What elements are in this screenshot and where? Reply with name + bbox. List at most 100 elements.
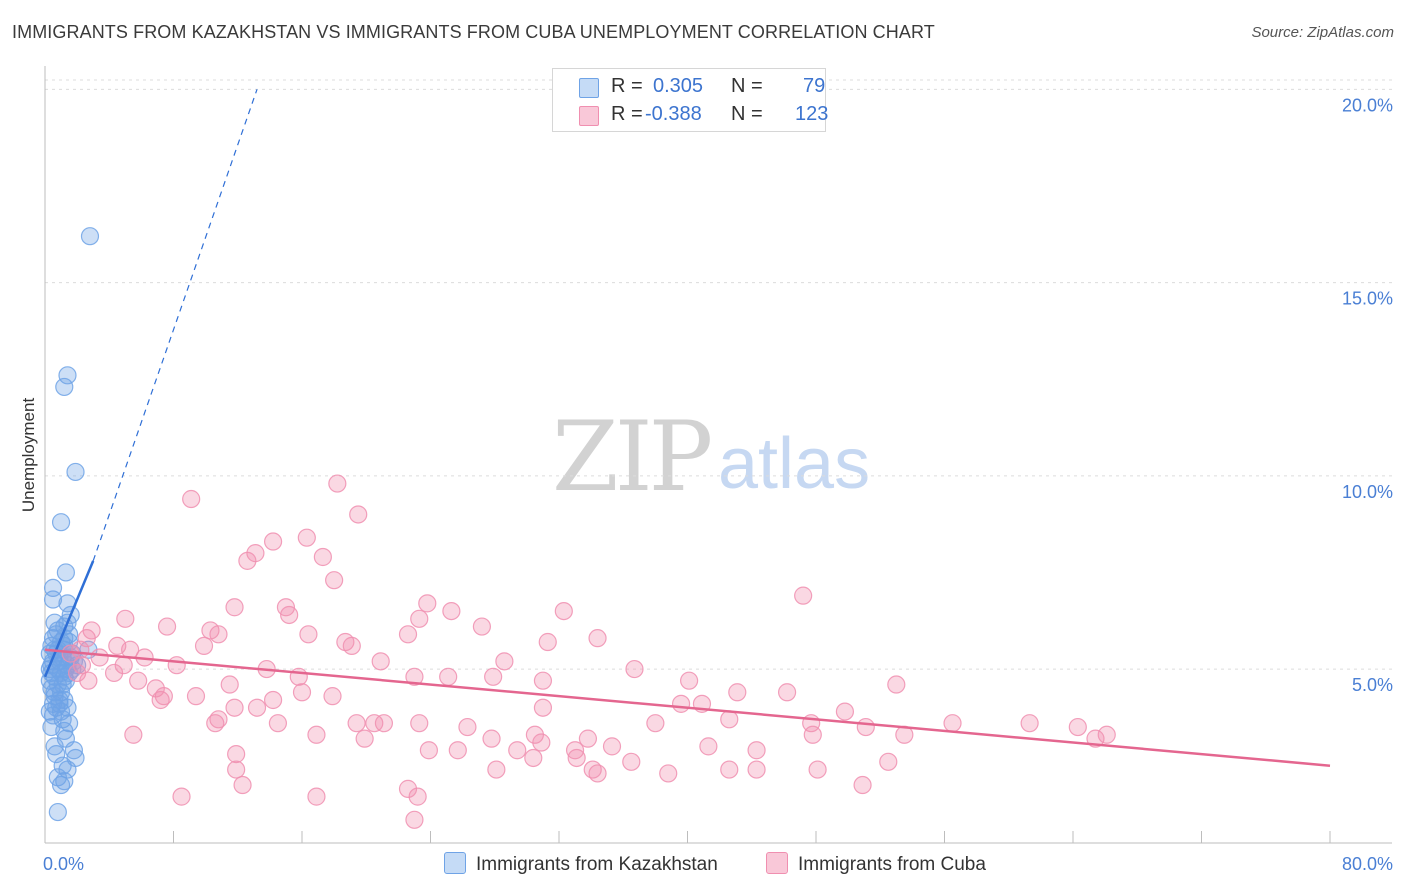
point-cuba — [671, 694, 691, 713]
point-cuba — [602, 737, 622, 756]
point-cuba — [943, 714, 962, 733]
point-cuba — [247, 698, 267, 717]
legend-n-label: N = — [731, 103, 763, 125]
point-cuba — [405, 667, 424, 686]
point-cuba — [853, 775, 872, 795]
point-cuba — [238, 551, 257, 570]
correlation-legend: R = 0.305 N = 79 R = -0.388 N = 123 — [552, 68, 828, 132]
point-cuba — [533, 698, 553, 717]
point-cuba — [365, 714, 384, 733]
point-cuba — [263, 532, 283, 551]
point-cuba — [268, 714, 288, 733]
point-kazakhstan — [47, 745, 66, 764]
legend-n-value: 79 — [803, 75, 826, 97]
point-cuba — [220, 675, 239, 694]
series-kazakhstan — [40, 227, 100, 822]
x-tick-label-max: 80.0% — [1342, 854, 1393, 874]
point-cuba — [307, 787, 326, 806]
point-cuba — [116, 609, 135, 628]
point-cuba — [225, 698, 244, 717]
y-axis-label: Unemployment — [19, 398, 38, 513]
legend-r-value: 0.305 — [653, 75, 704, 97]
point-cuba — [538, 632, 557, 652]
point-cuba — [508, 741, 527, 760]
trend-cuba — [44, 648, 1331, 767]
point-cuba — [524, 748, 543, 768]
point-cuba — [342, 636, 361, 655]
point-cuba — [495, 652, 514, 671]
point-cuba — [405, 810, 424, 829]
point-cuba — [680, 671, 699, 690]
point-cuba — [307, 725, 326, 744]
point-cuba — [856, 717, 875, 737]
point-cuba — [622, 752, 641, 771]
point-cuba — [90, 648, 109, 667]
point-cuba — [1020, 714, 1039, 733]
point-cuba — [299, 625, 318, 644]
legend-swatch-blue — [579, 78, 599, 98]
point-cuba — [79, 671, 98, 690]
bottom-legend-swatch-pink — [766, 852, 788, 874]
axis-labels: 5.0% 10.0% 15.0% 20.0% 0.0% 80.0% Unemployment — [19, 95, 1393, 874]
point-kazakhstan — [43, 590, 63, 609]
point-kazakhstan — [58, 760, 77, 779]
chart-title: IMMIGRANTS FROM KAZAKHSTAN VS IMMIGRANTS… — [12, 22, 935, 42]
point-kazakhstan — [64, 741, 84, 760]
point-cuba — [887, 675, 906, 694]
point-kazakhstan — [51, 513, 71, 532]
point-cuba — [482, 729, 501, 748]
point-cuba — [227, 760, 246, 779]
watermark-zip: ZIP — [552, 401, 711, 513]
legend-r-label: R = — [611, 103, 643, 125]
point-cuba — [374, 714, 394, 733]
point-cuba — [349, 505, 368, 524]
point-cuba — [194, 636, 214, 655]
point-kazakhstan — [51, 775, 71, 795]
point-cuba — [129, 671, 148, 690]
point-cuba — [583, 760, 602, 779]
point-cuba — [172, 787, 191, 806]
point-cuba — [567, 748, 586, 768]
legend-row-cuba: R = -0.388 N = 123 — [553, 101, 828, 129]
point-kazakhstan — [80, 227, 100, 246]
trend-kazakhstan — [43, 560, 95, 678]
point-cuba — [325, 571, 344, 590]
point-cuba — [448, 741, 467, 760]
point-cuba — [410, 714, 429, 733]
bottom-legend-cuba: Immigrants from Cuba — [766, 852, 986, 876]
point-cuba — [625, 659, 644, 679]
y-tick-label: 5.0% — [1352, 675, 1393, 695]
point-cuba — [398, 625, 418, 644]
point-cuba — [747, 760, 766, 779]
point-kazakhstan — [55, 721, 74, 741]
bottom-legend-kazakhstan: Immigrants from Kazakhstan — [444, 852, 718, 876]
point-cuba — [263, 690, 283, 710]
point-cuba — [410, 609, 429, 628]
point-cuba — [458, 717, 477, 737]
point-cuba — [1086, 729, 1105, 748]
point-kazakhstan — [55, 377, 74, 397]
point-cuba — [1097, 725, 1116, 744]
point-cuba — [442, 601, 461, 621]
point-cuba — [347, 714, 366, 733]
y-tick-label: 20.0% — [1342, 95, 1393, 115]
point-cuba — [659, 764, 678, 783]
point-cuba — [803, 725, 822, 744]
point-kazakhstan — [58, 366, 77, 385]
bottom-legend-label: Immigrants from Kazakhstan — [476, 854, 718, 875]
y-tick-label: 10.0% — [1342, 482, 1393, 502]
trend-kazakhstan-dashed — [92, 89, 258, 562]
x-tick-label-min: 0.0% — [43, 854, 84, 874]
point-cuba — [484, 667, 503, 686]
chart-source: Source: ZipAtlas.com — [1251, 24, 1394, 41]
point-cuba — [151, 690, 170, 710]
point-cuba — [794, 586, 813, 605]
point-cuba — [835, 702, 855, 721]
series-cuba — [61, 474, 1116, 829]
point-cuba — [355, 729, 374, 748]
legend-n-label: N = — [731, 75, 763, 97]
point-cuba — [487, 760, 506, 779]
y-tick-label: 15.0% — [1342, 289, 1393, 309]
legend-swatch-pink — [579, 106, 599, 126]
